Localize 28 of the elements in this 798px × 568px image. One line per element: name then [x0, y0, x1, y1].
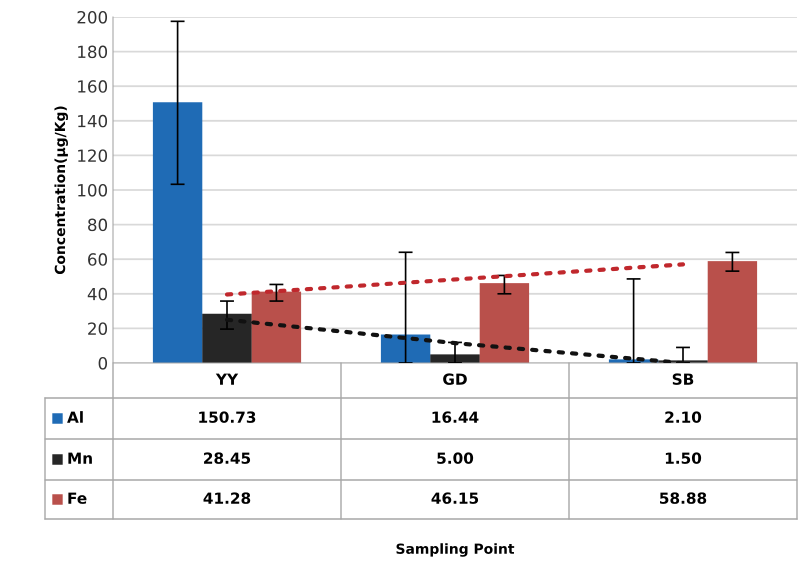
- y-tick-label: 100: [78, 184, 108, 197]
- legend-label: Mn: [68, 452, 92, 464]
- data-label: 16.44: [432, 411, 478, 423]
- y-tick-label: 160: [78, 80, 108, 93]
- data-label: 150.73: [199, 411, 256, 423]
- y-axis-title: Concentration(µg/Kg): [54, 106, 68, 274]
- data-label: 41.28: [204, 492, 250, 504]
- y-tick-label: 180: [78, 46, 108, 58]
- y-tick-label: 200: [78, 10, 108, 24]
- y-tick-label: 80: [88, 218, 108, 232]
- data-label: 46.15: [432, 492, 478, 504]
- y-tick-label: 0: [98, 356, 108, 370]
- x-tick-label: GD: [443, 373, 467, 385]
- data-label: 28.45: [204, 452, 250, 464]
- data-label: 1.50: [666, 452, 702, 464]
- y-tick-label: 120: [78, 149, 108, 162]
- x-tick-label: SB: [672, 373, 694, 385]
- y-tick-label: 40: [88, 288, 108, 300]
- text: Sampling Point: [396, 543, 514, 557]
- y-tick-label: 60: [88, 253, 108, 266]
- x-tick-label: YY: [216, 374, 238, 385]
- legend-label: Al: [67, 411, 83, 423]
- y-tick-label: 140: [78, 114, 108, 128]
- data-label: 58.88: [660, 492, 706, 504]
- data-label: 5.00: [437, 452, 474, 464]
- y-tick-label: 20: [88, 322, 108, 335]
- data-label: 2.10: [665, 411, 702, 423]
- legend-label: Fe: [68, 492, 86, 504]
